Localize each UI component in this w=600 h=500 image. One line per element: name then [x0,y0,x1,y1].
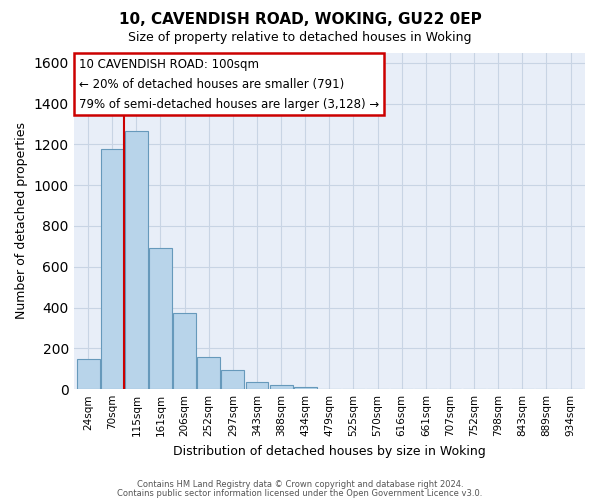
Bar [294,387,317,389]
Text: Size of property relative to detached houses in Woking: Size of property relative to detached ho… [128,31,472,44]
Y-axis label: Number of detached properties: Number of detached properties [15,122,28,320]
Bar [221,370,244,389]
Text: Contains HM Land Registry data © Crown copyright and database right 2024.: Contains HM Land Registry data © Crown c… [137,480,463,489]
Text: 10 CAVENDISH ROAD: 100sqm
← 20% of detached houses are smaller (791)
79% of semi: 10 CAVENDISH ROAD: 100sqm ← 20% of detac… [79,58,379,110]
X-axis label: Distribution of detached houses by size in Woking: Distribution of detached houses by size … [173,444,486,458]
Bar [149,248,172,389]
Bar [101,150,124,389]
Text: 10, CAVENDISH ROAD, WOKING, GU22 0EP: 10, CAVENDISH ROAD, WOKING, GU22 0EP [119,12,481,28]
Bar [173,312,196,389]
Text: Contains public sector information licensed under the Open Government Licence v3: Contains public sector information licen… [118,488,482,498]
Bar [197,356,220,389]
Bar [125,131,148,389]
Bar [269,385,293,389]
Bar [77,358,100,389]
Bar [245,382,268,389]
